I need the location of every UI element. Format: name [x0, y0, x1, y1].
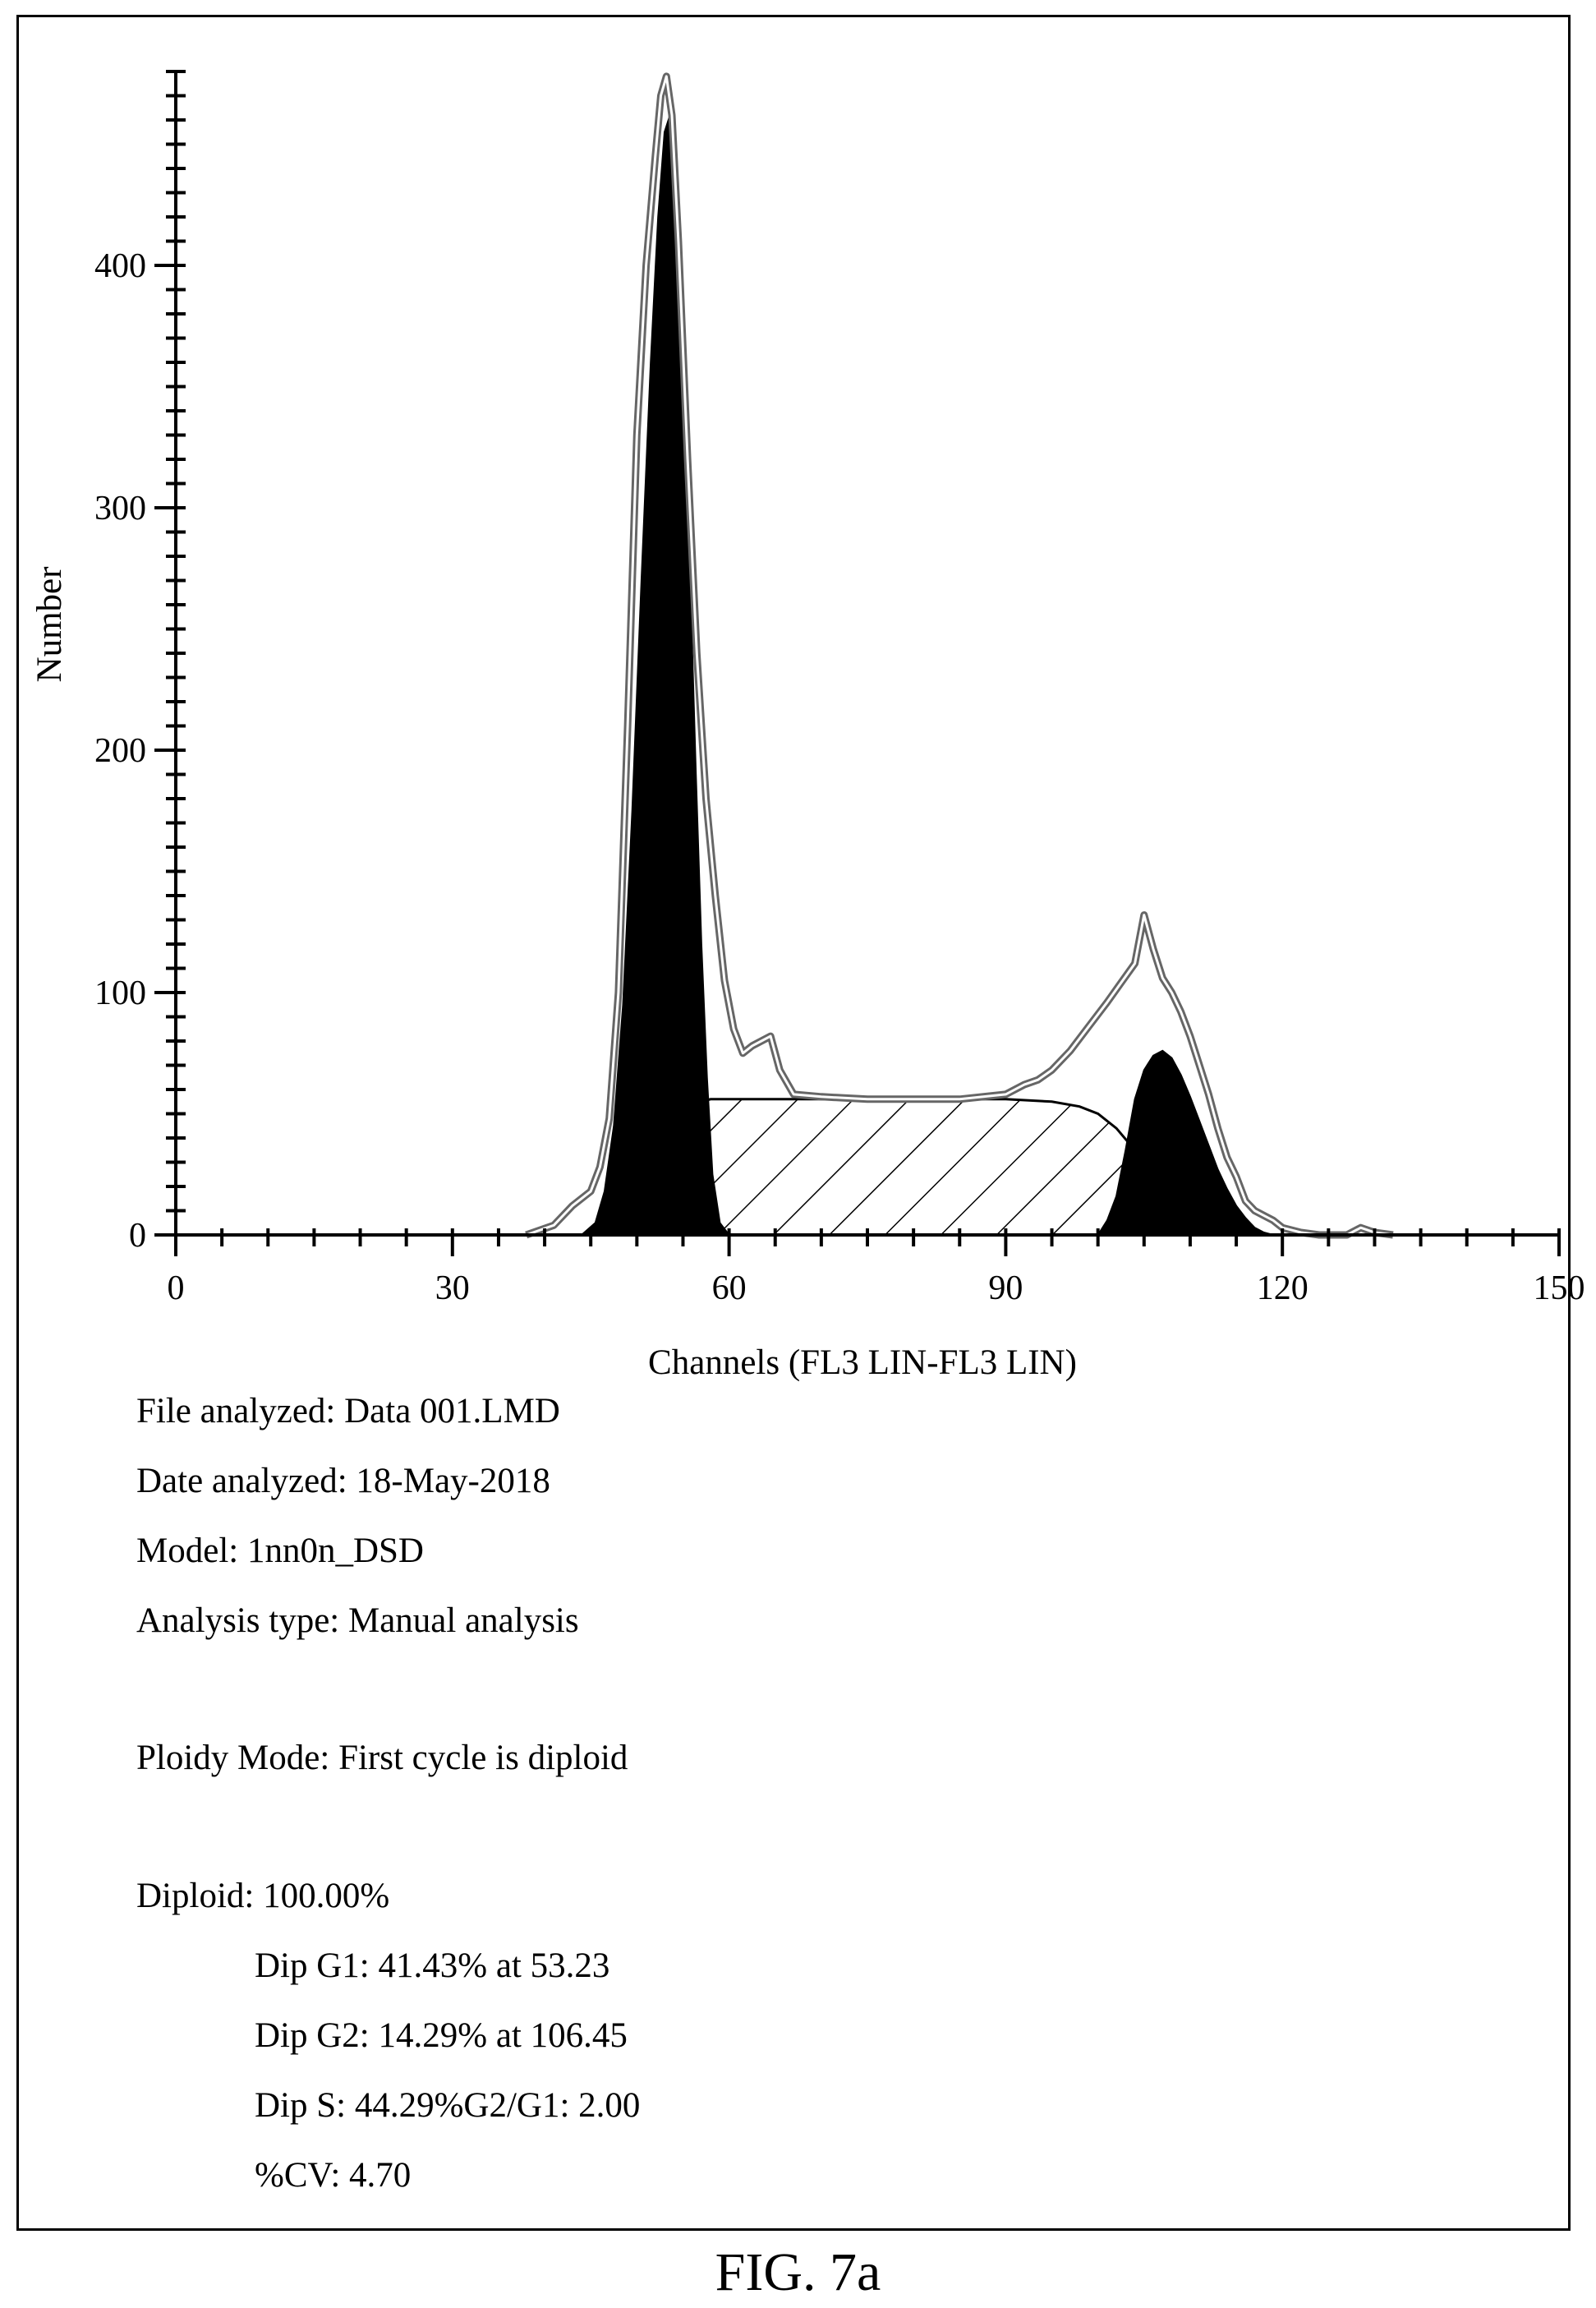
analysis-type-text: Analysis type: Manual analysis: [136, 1601, 579, 1640]
dip-g1-text: Dip G1: 41.43% at 53.23: [255, 1946, 610, 1985]
diploid-text: Diploid: 100.00%: [136, 1877, 390, 1915]
model-text: Model: 1nn0n_DSD: [136, 1532, 424, 1570]
cv-text: %CV: 4.70: [255, 2156, 412, 2195]
histogram-chart: 0 30 60 90 120 150 0 100 200 300 400 Channels (FL3…: [30, 70, 1585, 1382]
x-tick-label: 0: [168, 1269, 185, 1307]
y-tick-label: 300: [94, 490, 146, 527]
figure-frame: [16, 15, 1571, 2231]
date-analyzed-text: Date analyzed: 18-May-2018: [136, 1462, 550, 1500]
y-tick-label: 100: [94, 974, 146, 1012]
y-axis-label: Number: [30, 567, 69, 683]
series-layer: [525, 72, 1394, 1239]
y-tick-label: 200: [94, 732, 146, 770]
x-tick-label: 150: [1534, 1269, 1585, 1307]
series-dip-g1-area: [579, 114, 731, 1236]
dip-g2-text: Dip G2: 14.29% at 106.45: [255, 2016, 628, 2055]
ploidy-mode-text: Ploidy Mode: First cycle is diploid: [136, 1739, 628, 1777]
x-tick-label: 120: [1257, 1269, 1309, 1307]
x-tick-label: 60: [712, 1269, 747, 1307]
figure-caption: FIG. 7a: [715, 2242, 881, 2302]
x-tick-label: 30: [435, 1269, 470, 1307]
y-tick-label: 400: [94, 247, 146, 285]
x-axis-label: Channels (FL3 LIN-FL3 LIN): [648, 1343, 1077, 1382]
dip-s-text: Dip S: 44.29%G2/G1: 2.00: [255, 2086, 641, 2125]
file-analyzed-text: File analyzed: Data 001.LMD: [136, 1392, 560, 1430]
series-total-outline: [526, 75, 1394, 1237]
series-dip-g2-area: [1096, 1049, 1274, 1236]
axes-layer: 0 30 60 90 120 150 0 100 200 300 400: [94, 70, 1585, 1307]
x-tick-label: 90: [988, 1269, 1023, 1307]
y-tick-label: 0: [129, 1217, 146, 1255]
